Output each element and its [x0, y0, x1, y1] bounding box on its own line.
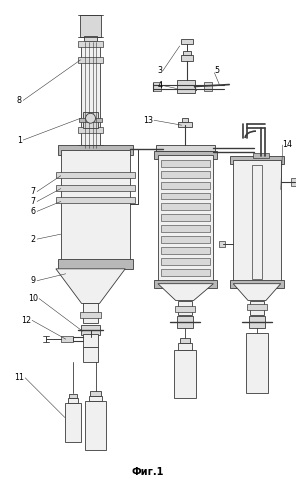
Text: 4: 4 [157, 81, 162, 90]
Text: 5: 5 [215, 66, 220, 75]
Bar [230, 280, 284, 287]
Bar [247, 304, 267, 310]
Text: 8: 8 [17, 96, 22, 105]
Bar [80, 312, 102, 318]
Bar [178, 300, 192, 315]
Bar [181, 39, 192, 44]
Bar [181, 55, 192, 61]
Text: 7: 7 [31, 197, 36, 206]
Bar [182, 118, 188, 122]
Bar [161, 215, 210, 221]
Bar [58, 259, 133, 269]
Text: 14: 14 [282, 141, 292, 150]
Bar [79, 118, 102, 122]
Text: 2: 2 [31, 235, 36, 244]
Bar [156, 145, 215, 151]
Bar [56, 185, 135, 191]
Bar [61, 336, 73, 342]
Bar [204, 81, 212, 91]
Bar [177, 316, 192, 328]
Bar [84, 36, 97, 41]
Polygon shape [233, 283, 281, 300]
Bar [90, 391, 102, 396]
Bar [83, 303, 99, 323]
Bar [253, 153, 269, 158]
Text: 12: 12 [21, 316, 31, 325]
Bar [68, 398, 78, 403]
Bar [78, 127, 103, 133]
Bar [85, 401, 106, 450]
Polygon shape [56, 269, 125, 303]
Bar [78, 145, 103, 151]
Bar [83, 112, 99, 128]
Bar [252, 165, 262, 279]
Bar [178, 343, 192, 350]
Bar [219, 241, 225, 247]
Bar [81, 42, 100, 148]
Polygon shape [158, 283, 213, 300]
Bar [81, 325, 100, 335]
Bar [161, 258, 210, 265]
Bar [161, 269, 210, 276]
Bar [161, 182, 210, 189]
Bar [61, 150, 130, 264]
Bar [69, 394, 77, 398]
Bar [175, 306, 195, 312]
Text: 1: 1 [17, 136, 22, 145]
Text: 7: 7 [31, 187, 36, 196]
Bar [161, 236, 210, 243]
Bar [230, 156, 284, 164]
Bar [161, 247, 210, 254]
Bar [89, 396, 102, 401]
Bar [154, 151, 217, 159]
Text: 10: 10 [28, 294, 38, 303]
Bar [161, 204, 210, 211]
Bar [233, 160, 281, 283]
Bar [153, 81, 161, 91]
Bar [80, 15, 102, 37]
Bar [161, 171, 210, 178]
Bar [65, 403, 81, 442]
Bar [249, 316, 265, 328]
Bar [158, 155, 213, 283]
Bar [178, 122, 192, 127]
Bar [177, 80, 195, 93]
Bar [154, 280, 217, 287]
Bar [78, 41, 103, 47]
Bar [246, 333, 268, 393]
Bar [250, 300, 264, 315]
Bar [83, 334, 99, 347]
Bar [161, 193, 210, 200]
Bar [180, 338, 189, 343]
Text: 11: 11 [14, 373, 24, 382]
Bar [78, 57, 103, 63]
Bar [83, 347, 99, 362]
Bar [161, 160, 210, 167]
Bar [183, 51, 191, 55]
Text: 6: 6 [31, 207, 36, 216]
Text: 3: 3 [157, 66, 162, 75]
Text: 13: 13 [143, 116, 153, 125]
Bar [58, 145, 133, 155]
Circle shape [86, 113, 96, 123]
Bar [56, 198, 135, 204]
Bar [161, 225, 210, 232]
Bar [56, 172, 135, 178]
Bar [291, 178, 297, 186]
Text: 9: 9 [31, 276, 36, 285]
Bar [174, 350, 195, 398]
Text: Фиг.1: Фиг.1 [132, 467, 164, 477]
